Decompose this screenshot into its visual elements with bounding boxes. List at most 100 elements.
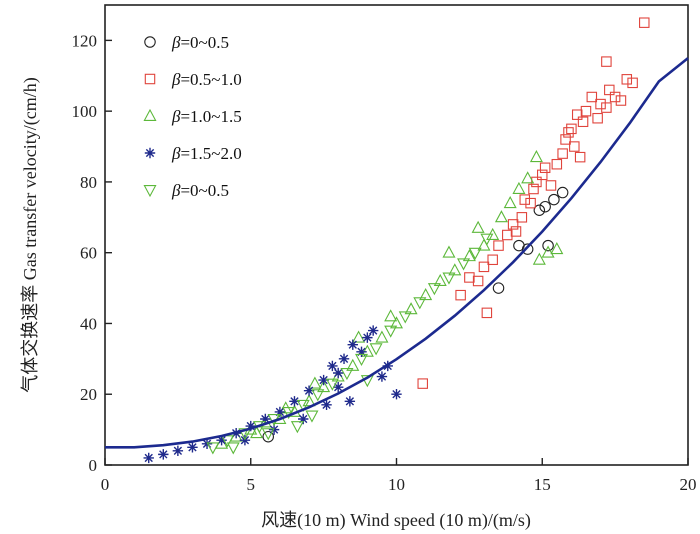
- data-point-series-4: [268, 424, 280, 435]
- data-point-series-5: [261, 428, 275, 441]
- data-point-series-5: [325, 378, 339, 391]
- fit-curve: [105, 57, 689, 449]
- data-point-series-3: [512, 181, 526, 194]
- data-point-series-4: [298, 413, 309, 425]
- data-point-series-2: [586, 91, 598, 103]
- legend-marker: [143, 108, 157, 121]
- data-point-series-2: [516, 212, 528, 223]
- data-point-series-2: [478, 261, 490, 273]
- data-point-series-2: [455, 289, 466, 301]
- data-point-series-5: [413, 297, 427, 310]
- data-point-series-2: [507, 219, 519, 230]
- data-point-series-2: [525, 197, 536, 209]
- data-point-series-3: [471, 220, 485, 233]
- data-point-series-5: [311, 389, 325, 402]
- data-point-series-3: [384, 309, 398, 322]
- data-point-series-3: [541, 245, 555, 258]
- data-point-series-2: [574, 151, 586, 163]
- data-point-series-2: [627, 77, 638, 89]
- data-point-series-5: [457, 258, 471, 271]
- legend-entry: β=0~0.5: [171, 181, 229, 200]
- data-point-series-5: [442, 272, 456, 285]
- data-point-series-2: [545, 180, 557, 191]
- data-point-series-3: [360, 344, 374, 357]
- data-point-series-2: [519, 194, 531, 205]
- legend-range-label: =0.5~1.0: [180, 70, 241, 89]
- data-point-series-3: [375, 330, 389, 343]
- data-point-series-5: [354, 353, 369, 367]
- data-point-series-4: [344, 396, 356, 407]
- data-point-series-2: [551, 158, 563, 170]
- data-point-series-1: [542, 239, 554, 252]
- axis-ticks: 0 5 10 15 20 0 20 40 60 80 100 120: [72, 31, 697, 494]
- legend-marker: [144, 147, 156, 159]
- data-point-series-2: [417, 378, 428, 389]
- data-point-series-3: [308, 376, 322, 389]
- legend: β=0~0.5β=0.5~1.0β=1.0~1.5β=1.5~2.0β=0~0.…: [143, 33, 242, 200]
- x-tick-label: 15: [534, 475, 551, 494]
- data-point-series-5: [360, 375, 374, 388]
- data-point-series-2: [580, 105, 592, 117]
- data-point-series-4: [391, 389, 402, 400]
- data-point-series-5: [398, 311, 412, 324]
- data-point-series-4: [289, 396, 300, 407]
- data-point-series-2: [487, 254, 498, 266]
- data-point-series-4: [327, 360, 338, 372]
- data-point-series-2: [592, 112, 603, 124]
- data-point-series-1: [548, 193, 560, 206]
- data-point-series-4: [347, 339, 358, 350]
- data-point-series-1: [521, 243, 534, 255]
- data-point-series-3: [346, 358, 360, 371]
- x-tick-label: 0: [101, 475, 110, 494]
- data-point-series-4: [187, 442, 198, 453]
- data-point-series-3: [503, 195, 517, 209]
- data-point-series-2: [601, 102, 612, 113]
- legend-beta-symbol: β: [171, 70, 181, 89]
- data-point-series-2: [569, 141, 580, 152]
- data-point-series-2: [536, 169, 548, 181]
- data-point-series-5: [226, 442, 240, 455]
- data-point-series-1: [262, 430, 274, 443]
- data-point-series-2: [502, 229, 513, 241]
- y-tick-label: 40: [80, 314, 97, 333]
- y-tick-label: 60: [80, 244, 97, 263]
- data-point-series-3: [442, 245, 456, 258]
- data-point-series-2: [557, 148, 568, 159]
- data-point-series-3: [532, 252, 546, 265]
- x-tick-label: 20: [680, 475, 697, 494]
- legend-marker: [144, 36, 156, 48]
- data-point-series-4: [376, 371, 388, 382]
- data-point-series-2: [531, 176, 542, 188]
- legend-range-label: =1.5~2.0: [180, 144, 241, 163]
- legend-beta-symbol: β: [171, 181, 181, 200]
- y-tick-label: 120: [72, 31, 98, 50]
- y-tick-label: 0: [89, 456, 98, 475]
- data-point-series-3: [317, 379, 331, 393]
- data-point-series-3: [550, 241, 564, 255]
- data-point-series-2: [595, 98, 606, 110]
- legend-beta-symbol: β: [171, 107, 181, 126]
- legend-beta-symbol: β: [171, 33, 181, 52]
- data-point-series-2: [472, 275, 484, 287]
- data-point-series-2: [609, 91, 621, 103]
- data-point-series-4: [303, 385, 315, 396]
- data-point-series-3: [433, 273, 447, 286]
- data-point-series-3: [521, 171, 535, 184]
- data-point-series-3: [448, 263, 462, 276]
- data-point-series-4: [143, 452, 154, 464]
- data-point-series-3: [404, 302, 418, 315]
- data-point-series-4: [367, 325, 379, 336]
- data-point-series-3: [462, 249, 476, 262]
- legend-entry: β=0.5~1.0: [171, 70, 242, 89]
- data-point-series-2: [566, 123, 577, 135]
- data-point-series-4: [333, 381, 344, 393]
- data-point-series-4: [333, 367, 344, 379]
- x-tick-label: 5: [247, 475, 256, 494]
- data-point-series-1: [556, 186, 569, 199]
- data-point-series-5: [480, 233, 494, 246]
- y-tick-label: 100: [72, 102, 98, 121]
- y-axis-label: 气体交换速率 Gas transfer velocity/(cm/h): [20, 77, 41, 392]
- data-point-series-5: [340, 368, 354, 381]
- data-point-series-3: [529, 149, 543, 163]
- legend-range-label: =0~0.5: [180, 33, 229, 52]
